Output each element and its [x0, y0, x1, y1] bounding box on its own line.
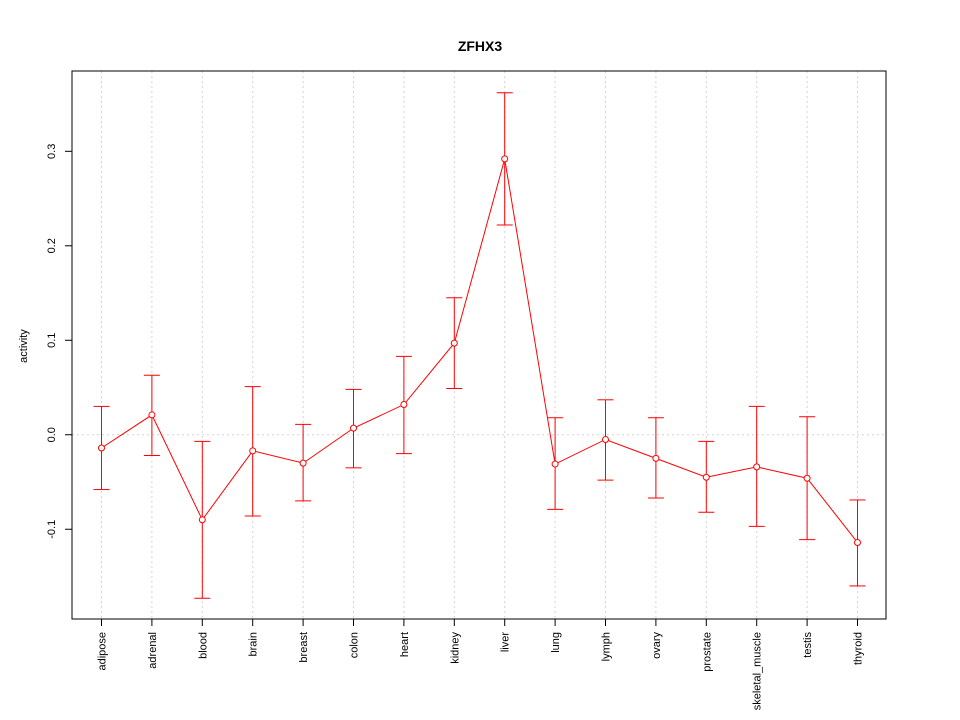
x-tick-label: skeletal_muscle: [752, 632, 764, 710]
data-point: [198, 516, 206, 524]
y-axis-label: activity: [18, 329, 30, 363]
x-tick-label: lymph: [601, 632, 613, 661]
data-points: [98, 155, 861, 546]
data-point: [551, 460, 559, 468]
y-tick-label: -0.1: [46, 520, 58, 539]
x-tick-label: ovary: [651, 632, 663, 659]
plot-frame: [71, 70, 887, 620]
x-tick-label: heart: [399, 632, 411, 657]
data-point: [249, 447, 257, 455]
chart-title: ZFHX3: [458, 38, 503, 54]
x-tick-label: lung: [550, 632, 562, 653]
series-line-layer: [101, 158, 858, 543]
data-point: [350, 424, 357, 432]
data-point: [854, 538, 861, 546]
x-tick-label: prostate: [701, 632, 713, 672]
x-tick-label: liver: [500, 632, 512, 653]
data-point: [299, 459, 307, 467]
data-point: [98, 444, 105, 452]
data-point: [148, 411, 156, 419]
x-tick-label: testis: [802, 632, 814, 658]
data-point: [450, 339, 458, 347]
error-bars: [93, 92, 866, 599]
y-tick-label: 0.1: [46, 333, 58, 348]
data-point: [803, 474, 811, 482]
x-tick-label: thyroid: [853, 632, 865, 665]
data-point: [602, 435, 609, 443]
x-tick-label: blood: [197, 632, 209, 659]
x-tick-label: adipose: [97, 632, 109, 671]
y-tick-label: 0.2: [46, 238, 58, 253]
x-tick-label: adrenal: [147, 632, 159, 669]
x-tick-label: colon: [349, 632, 361, 658]
data-point: [702, 473, 710, 481]
grid-layer: [72, 71, 886, 619]
data-point: [400, 401, 408, 409]
x-tick-label: brain: [248, 632, 260, 656]
axes: -0.1 0.0 0.1 0.2 0.3 adipose adrenal blood brain…: [46, 144, 865, 711]
data-point: [501, 155, 509, 163]
data-point: [753, 463, 761, 471]
x-tick-label: breast: [298, 632, 310, 663]
y-tick-label: 0.3: [46, 144, 58, 159]
series-line: [101, 158, 858, 543]
y-tick-label: 0.0: [46, 427, 58, 442]
x-tick-label: kidney: [449, 632, 461, 664]
data-point: [652, 454, 660, 462]
